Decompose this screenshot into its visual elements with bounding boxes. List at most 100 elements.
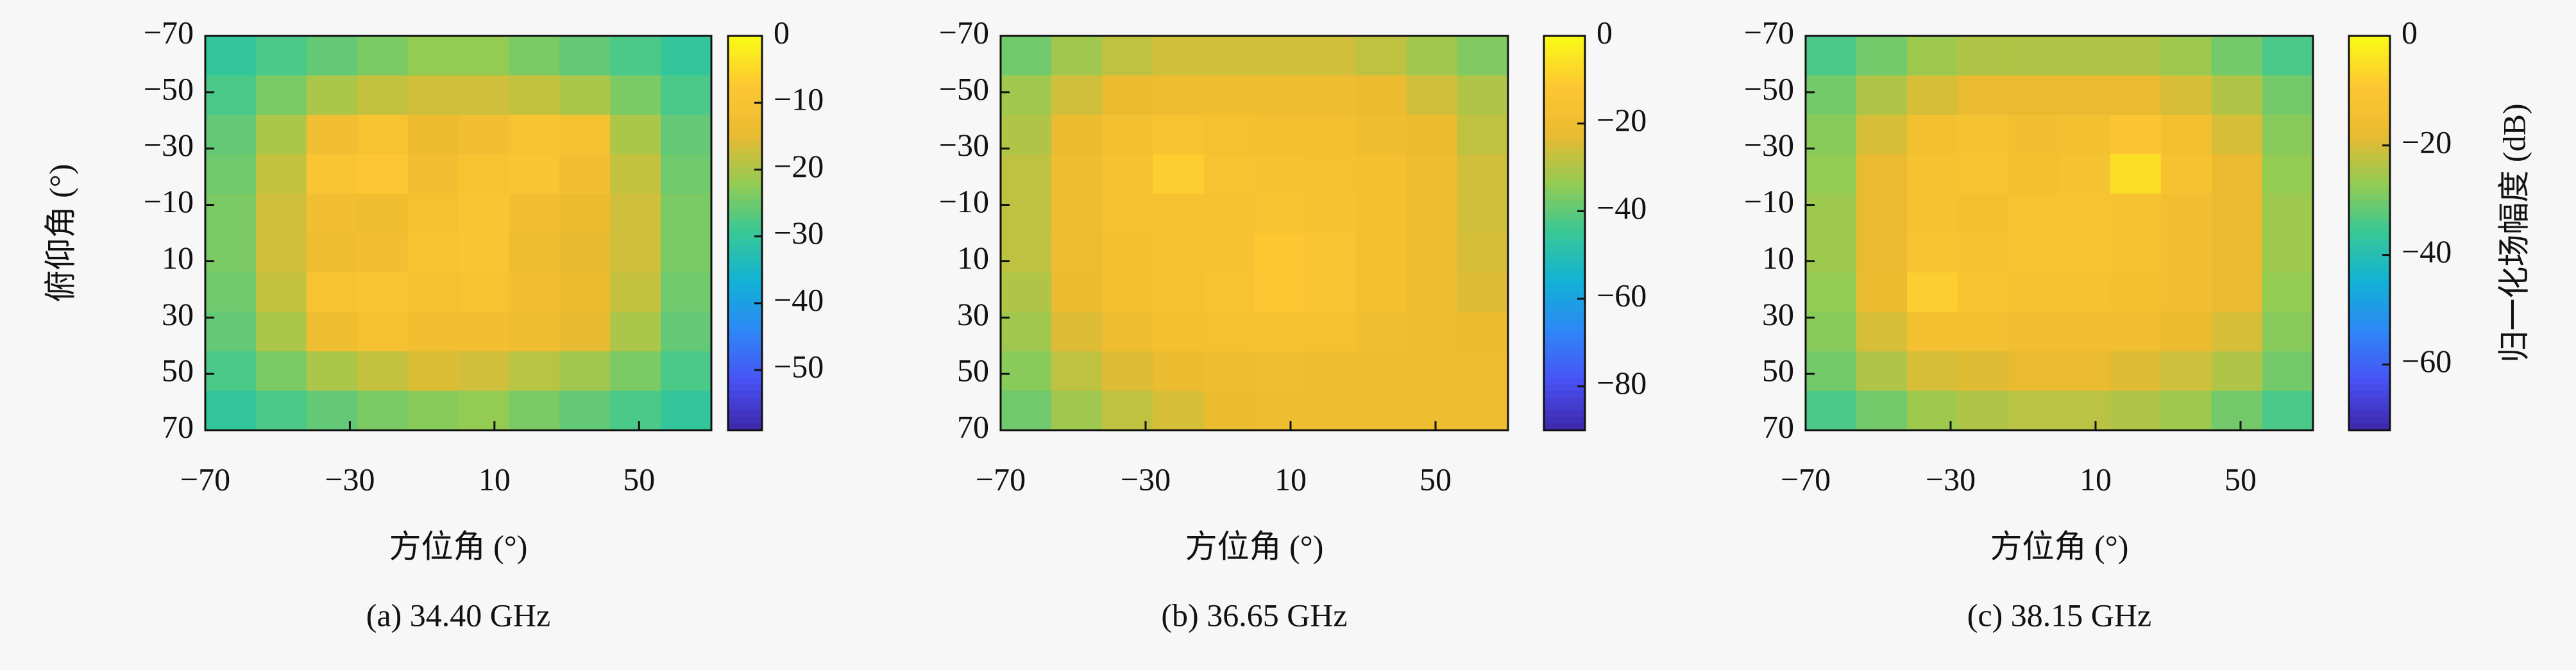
heatmap-cell [2059, 272, 2111, 312]
heatmap-cell [2160, 312, 2212, 352]
heatmap-cell [1153, 351, 1204, 391]
heatmap-cell [1907, 36, 1958, 76]
heatmap-cell [661, 115, 712, 155]
heatmap-cell [1856, 233, 1908, 273]
x-tick-label: 10 [479, 461, 511, 497]
heatmap-cell [1406, 233, 1458, 273]
colorbar-segment [728, 167, 762, 174]
heatmap-cell [661, 351, 712, 391]
colorbar-segment [1544, 141, 1585, 148]
heatmap-cell [255, 233, 307, 273]
heatmap-cell [559, 233, 611, 273]
heatmap-cell [1203, 272, 1255, 312]
colorbar-segment [1544, 417, 1585, 424]
colorbar-segment [728, 246, 762, 253]
colorbar-segment [1544, 390, 1585, 398]
heatmap-cell [2008, 233, 2060, 273]
colorbar-segment [1544, 325, 1585, 332]
heatmap-cell [2110, 115, 2162, 155]
heatmap-cell [559, 351, 611, 391]
colorbar-segment [728, 81, 762, 89]
heatmap-cell [205, 351, 257, 391]
heatmap-cell [1958, 154, 2009, 194]
colorbar-tick-label: −20 [1597, 102, 1647, 138]
colorbar-segment [2349, 318, 2390, 326]
colorbar-segment [2349, 305, 2390, 312]
heatmap-cell [1153, 154, 1204, 194]
heatmap-cell [1856, 351, 1908, 391]
y-tick-label: −50 [144, 71, 194, 106]
heatmap-cell [205, 233, 257, 273]
colorbar-segment [2349, 36, 2390, 43]
colorbar-segment [728, 154, 762, 162]
heatmap-cell [1457, 194, 1509, 233]
heatmap-cell [610, 351, 661, 391]
heatmap-cell [2262, 390, 2314, 431]
heatmap-cell [1102, 272, 1153, 312]
colorbar-segment [728, 49, 762, 56]
heatmap-cell [1305, 75, 1357, 115]
heatmap-cell [1457, 312, 1509, 352]
heatmap-cell [661, 233, 712, 273]
heatmap-cell [559, 194, 611, 233]
colorbar-segment [728, 147, 762, 155]
heatmap-cell [2160, 154, 2212, 194]
heatmap-cell [2211, 194, 2263, 233]
heatmap-cell [2262, 154, 2314, 194]
heatmap-cell [2160, 36, 2212, 76]
caption: (c) 38.15 GHz [1967, 597, 2151, 633]
heatmap-cell [306, 154, 358, 194]
heatmap-cell [407, 312, 459, 352]
colorbar-segment [1544, 167, 1585, 174]
colorbar-segment [1544, 55, 1585, 63]
colorbar-segment [1544, 299, 1585, 306]
heatmap-cell [2008, 36, 2060, 76]
heatmap-cell [407, 36, 459, 76]
colorbar-segment [728, 299, 762, 306]
heatmap-cell [2160, 272, 2212, 312]
heatmap-cell [1051, 115, 1103, 155]
heatmap-cell [2211, 233, 2263, 273]
colorbar-segment [2349, 55, 2390, 63]
heatmap-cell [357, 233, 409, 273]
heatmap-cell [2211, 75, 2263, 115]
x-tick-label: −70 [1781, 461, 1831, 497]
heatmap-cell [1001, 351, 1052, 391]
colorbar-tick-label: −60 [2402, 343, 2452, 379]
heatmap-cell [610, 115, 661, 155]
colorbar-segment [2349, 404, 2390, 411]
heatmap-cell [1457, 272, 1509, 312]
colorbar-segment [728, 272, 762, 280]
heatmap-cell [1958, 351, 2009, 391]
colorbar-segment [728, 128, 762, 135]
colorbar-segment [728, 62, 762, 69]
heatmap-cell [509, 272, 560, 312]
colorbar-segment [1544, 404, 1585, 411]
heatmap-cell [1355, 154, 1407, 194]
colorbar-segment [2349, 233, 2390, 240]
heatmap-cell [306, 351, 358, 391]
colorbar-segment [1544, 121, 1585, 128]
colorbar-segment [1544, 180, 1585, 188]
colorbar-segment [1544, 75, 1585, 83]
heatmap-cell [2059, 312, 2111, 352]
heatmap-cell [1051, 154, 1103, 194]
x-tick-label: 10 [2080, 461, 2112, 497]
colorbar-segment [2349, 134, 2390, 142]
heatmap-cell [2262, 75, 2314, 115]
colorbar-tick-label: −50 [774, 349, 824, 385]
heatmap-cell [2110, 194, 2162, 233]
y-tick-label: 50 [957, 353, 989, 389]
heatmap-cell [205, 194, 257, 233]
heatmap-cell [2008, 312, 2060, 352]
colorbar-segment [728, 397, 762, 405]
colorbar-segment [2349, 49, 2390, 56]
heatmap-cell [1254, 194, 1306, 233]
colorbar-segment [2349, 344, 2390, 352]
colorbar-segment [1544, 154, 1585, 162]
heatmap-cell [1806, 36, 1857, 76]
colorbar-segment [728, 371, 762, 378]
colorbar-segment [728, 325, 762, 332]
colorbar-segment [1544, 101, 1585, 109]
caption: (b) 36.65 GHz [1161, 597, 1347, 633]
